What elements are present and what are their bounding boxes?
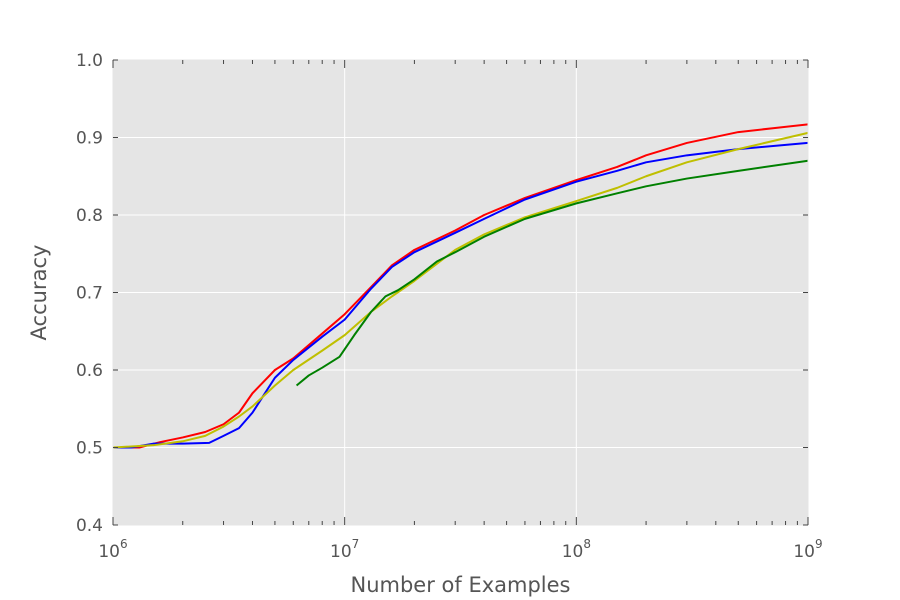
x-tick-label: 108 xyxy=(562,537,591,562)
series-line-1 xyxy=(113,123,809,449)
tick-marks xyxy=(112,59,809,526)
x-tick-label: 107 xyxy=(330,537,359,562)
x-tick-labels: 106 107 108 109 xyxy=(98,537,822,562)
series-line-4 xyxy=(295,159,809,387)
x-tick-base: 10 xyxy=(98,542,120,562)
y-tick-label: 0.9 xyxy=(76,129,103,149)
x-tick-exponent: 8 xyxy=(583,537,591,551)
x-tick-base: 10 xyxy=(562,542,584,562)
x-axis-label: Number of Examples xyxy=(351,573,571,597)
y-tick-label: 1.0 xyxy=(76,51,103,71)
x-tick-label: 109 xyxy=(793,537,822,562)
x-tick-exponent: 7 xyxy=(352,537,360,551)
x-tick-exponent: 6 xyxy=(120,537,128,551)
x-tick-base: 10 xyxy=(793,542,815,562)
series-layer xyxy=(112,123,809,449)
y-tick-label: 0.6 xyxy=(76,361,103,381)
x-tick-base: 10 xyxy=(330,542,352,562)
y-tick-label: 0.5 xyxy=(76,439,103,459)
y-tick-label: 0.8 xyxy=(76,206,103,226)
series-line-2 xyxy=(113,141,809,449)
x-tick-label: 106 xyxy=(98,537,127,562)
y-axis-label: Accuracy xyxy=(27,245,51,341)
y-tick-labels: 0.4 0.5 0.6 0.7 0.8 0.9 1.0 xyxy=(76,51,103,536)
y-tick-label: 0.7 xyxy=(76,284,103,304)
x-tick-exponent: 9 xyxy=(815,537,823,551)
y-tick-label: 0.4 xyxy=(76,516,103,536)
